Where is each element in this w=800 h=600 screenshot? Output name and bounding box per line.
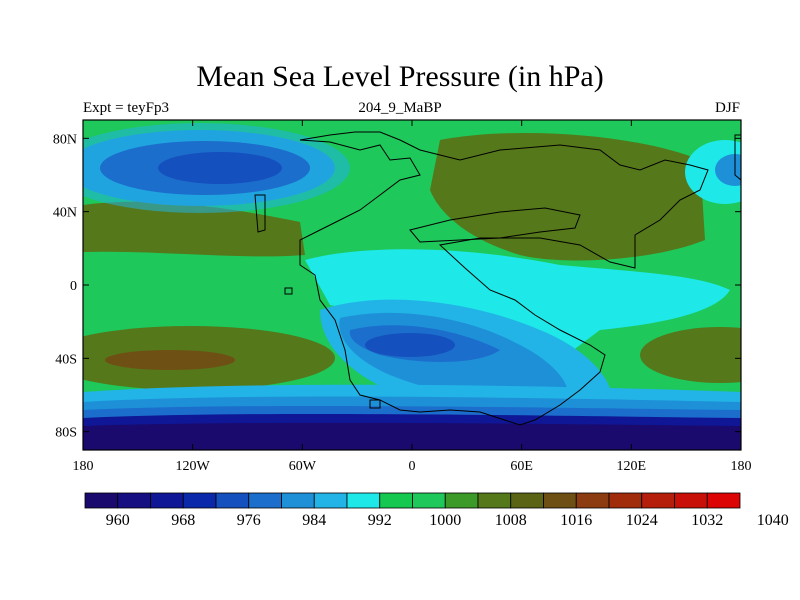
- season-label: DJF: [714, 100, 740, 116]
- polar-band-5: [83, 422, 741, 450]
- colorbar-box: [543, 492, 577, 509]
- period-label: 204_9_MaBP: [358, 100, 442, 116]
- x-tick-label: 180: [73, 459, 94, 474]
- colorbar-label: 1016: [560, 512, 592, 529]
- colorbar-label: 1032: [691, 512, 723, 529]
- y-tick-label: 40S: [55, 352, 77, 367]
- south-pacific-high-core: [105, 350, 235, 370]
- y-tick-label: 80S: [55, 426, 77, 441]
- southeast-high: [640, 327, 741, 383]
- colorbar-box: [313, 492, 348, 509]
- x-tick-label: 0: [409, 459, 416, 474]
- colorbar-box: [84, 492, 119, 509]
- x-axis: 180 120W 60W 0 60E 120E 180: [73, 120, 752, 474]
- x-tick-label: 180: [731, 459, 752, 474]
- colorbar-box: [706, 492, 741, 509]
- northern-high-zone: [430, 132, 705, 261]
- colorbar-label: 1008: [495, 512, 527, 529]
- colorbar-box: [444, 492, 479, 509]
- colorbar-box: [248, 492, 282, 509]
- x-tick-label: 60E: [510, 459, 533, 474]
- x-tick-label: 120E: [617, 459, 647, 474]
- inland-sea-outline: [409, 207, 581, 243]
- island-outline-3: [369, 399, 381, 409]
- colorbar-box: [150, 492, 184, 509]
- contour-fill: [83, 120, 741, 450]
- colorbar-label: 1040: [757, 512, 789, 529]
- colorbar-box: [575, 492, 610, 509]
- y-tick-label: 0: [70, 279, 77, 294]
- colorbar-box: [346, 492, 381, 509]
- y-tick-label: 80N: [53, 132, 77, 147]
- x-tick-label: 120W: [176, 459, 211, 474]
- colorbar-label: 1024: [626, 512, 658, 529]
- north-low-core: [158, 152, 282, 184]
- colorbar-box: [215, 492, 250, 509]
- island-outline-1: [254, 194, 266, 233]
- colorbar-box: [641, 492, 675, 509]
- colorbar-box: [281, 492, 315, 509]
- colorbar-box: [674, 492, 708, 509]
- colorbar-label: 960: [106, 512, 130, 529]
- map-title: Mean Sea Level Pressure (in hPa): [196, 60, 604, 93]
- colorbar-box: [379, 492, 413, 509]
- colorbar-box: [608, 492, 643, 509]
- colorbar-label: 984: [302, 512, 326, 529]
- colorbar-box: [182, 492, 217, 509]
- island-outline-4: [734, 134, 741, 181]
- colorbar-label: 968: [171, 512, 195, 529]
- equatorial-low: [305, 249, 730, 360]
- continent-outline: [299, 131, 709, 426]
- colorbar-box: [510, 492, 544, 509]
- colorbar-label: 992: [368, 512, 392, 529]
- x-tick-label: 60W: [289, 459, 317, 474]
- colorbar-label: 1000: [429, 512, 461, 529]
- y-axis: 80N 40N 0 40S 80S: [53, 132, 741, 441]
- y-tick-label: 40N: [53, 206, 77, 221]
- colorbar-box: [117, 492, 151, 509]
- colorbar-label: 976: [237, 512, 261, 529]
- colorbar: 960 968 976 984 992 1000 1008 1016 1024 1032 1040: [84, 492, 789, 529]
- colorbar-box: [412, 492, 446, 509]
- south-low-core: [365, 333, 455, 357]
- experiment-label: Expt = teyFp3: [83, 100, 169, 116]
- northwest-high: [83, 216, 155, 248]
- island-outline-2: [284, 287, 293, 295]
- colorbar-box: [477, 492, 512, 509]
